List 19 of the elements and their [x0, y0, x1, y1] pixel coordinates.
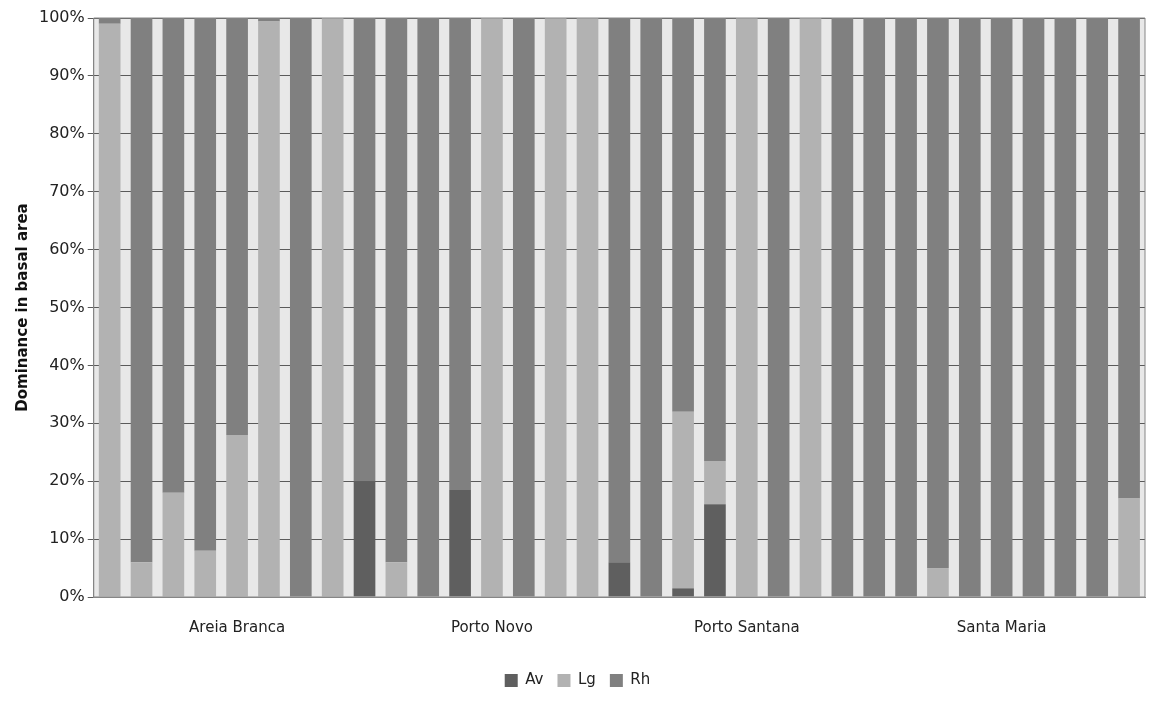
y-axis-title: Dominance in basal area: [12, 203, 31, 412]
y-tick-label: 60%: [49, 238, 85, 258]
y-tick-label: 70%: [49, 180, 85, 200]
y-tick-label: 90%: [49, 65, 85, 85]
x-tick-label: Porto Novo: [450, 617, 534, 636]
legend-label: Lg: [577, 670, 596, 689]
y-tick-label: 20%: [49, 470, 85, 490]
y-tick-label: 30%: [49, 412, 85, 432]
x-tick-label: Porto Santana: [693, 617, 800, 636]
legend-label: Av: [525, 670, 544, 689]
y-tick-label: 10%: [49, 528, 85, 548]
y-tick-label: 80%: [49, 122, 85, 142]
y-tick-label: 50%: [49, 296, 85, 316]
y-tick-label: 40%: [49, 354, 85, 374]
legend-label: Rh: [630, 670, 651, 689]
y-tick-label: 0%: [59, 586, 85, 606]
y-tick-label: 100%: [38, 7, 85, 27]
x-tick-label: Areia Branca: [189, 617, 286, 636]
x-tick-label: Santa Maria: [956, 617, 1047, 636]
